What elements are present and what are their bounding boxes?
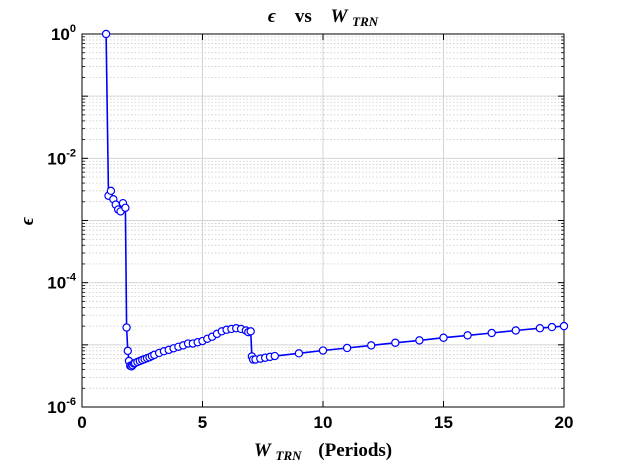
data-point <box>511 326 521 335</box>
data-series <box>101 29 569 371</box>
x-tick-labels: 0 5 10 15 20 <box>77 413 573 432</box>
x-tick-label: 15 <box>434 413 453 432</box>
title-vs: vs <box>295 6 312 27</box>
y-tick-exponent: -6 <box>66 396 76 408</box>
title-epsilon: ϵ <box>268 6 277 27</box>
x-tick-label: 0 <box>77 413 86 432</box>
data-point <box>122 323 131 332</box>
data-point <box>246 327 255 336</box>
x-tick-label: 5 <box>198 413 207 432</box>
data-point <box>367 341 376 350</box>
x-axis-title: W TRN (Periods) <box>254 440 392 465</box>
data-point <box>342 343 352 353</box>
y-tick-label: 10-2 <box>47 147 76 168</box>
data-point <box>121 203 130 213</box>
data-point <box>106 186 116 196</box>
data-point <box>487 328 496 338</box>
data-point <box>535 324 545 333</box>
y-tick-label: 100 <box>51 23 76 44</box>
y-tick-exponent: 0 <box>70 23 76 35</box>
y-tick-exponent: -4 <box>66 272 77 284</box>
y-axis-title: ϵ <box>17 216 38 225</box>
data-point <box>463 331 472 340</box>
data-point <box>101 29 111 39</box>
data-point <box>439 333 448 342</box>
data-point <box>415 336 424 345</box>
y-tick-base: 10 <box>47 149 66 168</box>
x-tick-label: 10 <box>314 413 333 432</box>
y-tick-exponent: -2 <box>66 147 76 159</box>
data-point <box>559 321 569 331</box>
x-axis-title-w: W <box>254 440 272 461</box>
chart-title: ϵ vs W TRN <box>268 6 379 29</box>
x-axis-title-sub: TRN <box>276 448 303 463</box>
data-point <box>318 346 328 355</box>
data-point <box>270 351 279 361</box>
y-tick-base: 10 <box>51 25 70 44</box>
x-axis-title-unit: (Periods) <box>318 440 392 461</box>
data-point <box>391 338 400 347</box>
y-tick-label: 10-6 <box>47 396 76 417</box>
x-tick-label: 20 <box>555 413 574 432</box>
title-w: W <box>330 6 348 27</box>
y-tick-base: 10 <box>47 274 66 293</box>
data-point <box>547 322 557 332</box>
y-tick-base: 10 <box>47 398 66 417</box>
y-tick-label: 10-4 <box>47 272 77 293</box>
data-point <box>294 349 304 358</box>
data-point <box>123 346 132 356</box>
axis-ticks <box>81 33 565 408</box>
title-sub: TRN <box>352 14 379 29</box>
